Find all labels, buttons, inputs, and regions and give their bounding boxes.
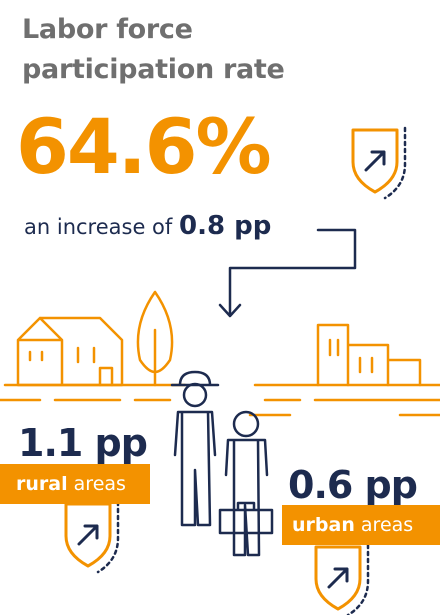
- rural-label: rural areas: [0, 464, 150, 504]
- shield-icon: [64, 500, 120, 574]
- change-value: 0.8 pp: [178, 211, 272, 241]
- urban-value: 0.6 pp: [288, 463, 418, 507]
- rural-label-rest: areas: [73, 473, 126, 495]
- headline-value: 64.6%: [16, 102, 272, 191]
- shield-icon: [314, 543, 370, 615]
- urban-label-bold: urban: [292, 514, 355, 536]
- urban-label-rest: areas: [360, 514, 414, 536]
- shield-icon: [351, 126, 407, 200]
- change-prefix: an increase of: [24, 215, 173, 239]
- urban-label: urban areas: [282, 505, 440, 545]
- people-icon: [170, 370, 274, 557]
- buildings-icon: [248, 323, 440, 417]
- rural-label-bold: rural: [16, 473, 68, 495]
- connector-arrow: [218, 228, 357, 318]
- house-icon: [0, 290, 187, 402]
- rural-value: 1.1 pp: [18, 421, 148, 465]
- change-text: an increase of 0.8 pp: [24, 208, 271, 245]
- title: Labor force participation rate: [22, 14, 285, 85]
